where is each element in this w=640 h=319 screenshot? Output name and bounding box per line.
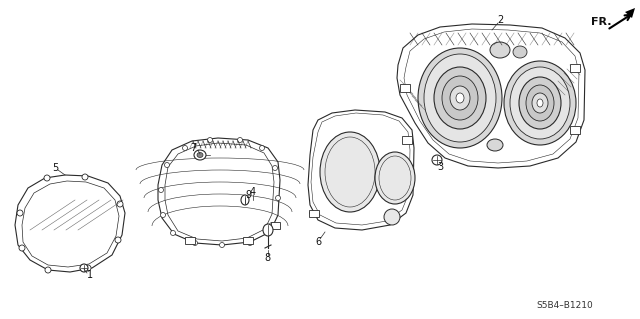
Bar: [570, 126, 580, 134]
Ellipse shape: [375, 152, 415, 204]
Ellipse shape: [117, 201, 123, 207]
Ellipse shape: [450, 86, 470, 110]
Text: 4: 4: [250, 187, 256, 197]
Polygon shape: [397, 24, 585, 168]
Ellipse shape: [320, 132, 380, 212]
Ellipse shape: [241, 195, 249, 205]
Ellipse shape: [80, 264, 88, 272]
Ellipse shape: [182, 145, 188, 151]
Ellipse shape: [456, 93, 464, 103]
Ellipse shape: [504, 61, 576, 145]
Ellipse shape: [220, 242, 225, 248]
Polygon shape: [15, 175, 125, 272]
Ellipse shape: [115, 237, 121, 243]
Ellipse shape: [269, 222, 275, 227]
Ellipse shape: [263, 224, 273, 236]
Ellipse shape: [532, 93, 548, 113]
Bar: [243, 237, 253, 244]
Text: FR.: FR.: [591, 17, 611, 27]
Ellipse shape: [432, 155, 442, 165]
Ellipse shape: [17, 210, 23, 216]
Bar: [570, 64, 580, 72]
Ellipse shape: [418, 48, 502, 148]
Ellipse shape: [207, 137, 212, 143]
Ellipse shape: [424, 54, 496, 142]
Ellipse shape: [45, 267, 51, 273]
Ellipse shape: [193, 241, 198, 246]
Ellipse shape: [237, 137, 243, 143]
Ellipse shape: [487, 139, 503, 151]
Polygon shape: [308, 110, 414, 230]
Ellipse shape: [273, 166, 278, 170]
Text: 9: 9: [245, 190, 251, 200]
Bar: [271, 222, 280, 229]
Text: 1: 1: [87, 270, 93, 280]
Ellipse shape: [159, 188, 163, 192]
Ellipse shape: [513, 46, 527, 58]
Ellipse shape: [490, 42, 510, 58]
Ellipse shape: [442, 76, 478, 120]
Text: S5B4–B1210: S5B4–B1210: [536, 300, 593, 309]
Ellipse shape: [164, 162, 170, 167]
Polygon shape: [625, 8, 635, 18]
Ellipse shape: [248, 241, 253, 246]
Polygon shape: [158, 138, 280, 245]
Bar: [309, 210, 319, 217]
Ellipse shape: [194, 150, 206, 160]
Bar: [185, 237, 195, 244]
Ellipse shape: [384, 209, 400, 225]
Ellipse shape: [434, 67, 486, 129]
Text: 5: 5: [52, 163, 58, 173]
Ellipse shape: [537, 99, 543, 107]
Ellipse shape: [44, 175, 50, 181]
Bar: [400, 84, 410, 92]
Ellipse shape: [170, 231, 175, 235]
Ellipse shape: [510, 67, 570, 139]
Bar: [402, 136, 412, 144]
Ellipse shape: [19, 245, 25, 251]
Ellipse shape: [519, 77, 561, 129]
Ellipse shape: [82, 174, 88, 180]
Ellipse shape: [526, 85, 554, 121]
Ellipse shape: [275, 196, 280, 201]
Ellipse shape: [197, 152, 203, 158]
Text: 7: 7: [190, 143, 196, 153]
Ellipse shape: [161, 212, 166, 218]
Text: 2: 2: [497, 15, 503, 25]
Text: 3: 3: [437, 162, 443, 172]
Text: 8: 8: [264, 253, 270, 263]
Ellipse shape: [85, 265, 91, 271]
Ellipse shape: [259, 145, 264, 151]
Text: 6: 6: [315, 237, 321, 247]
